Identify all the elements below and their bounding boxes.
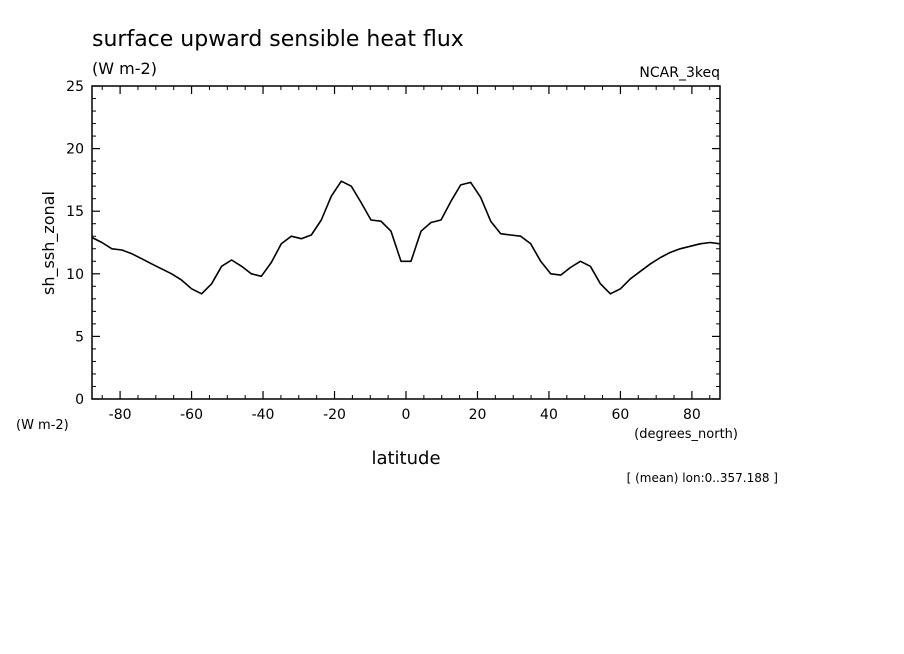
- x-tick-label: 20: [469, 407, 487, 423]
- x-tick-label: -60: [180, 407, 203, 423]
- x-axis-label: latitude: [371, 448, 440, 469]
- y-axis-units: (W m-2): [16, 418, 69, 433]
- y-axis-label: sh_ssh_zonal: [39, 191, 59, 295]
- minor-ticks: [92, 86, 720, 399]
- x-tick-label: -40: [252, 407, 275, 423]
- x-tick-label: -80: [109, 407, 132, 423]
- series-line: [91, 180, 721, 295]
- y-tick-label: 0: [75, 392, 84, 408]
- averaging-note: [ (mean) lon:0..357.188 ]: [627, 471, 778, 485]
- x-tick-label: 60: [612, 407, 630, 423]
- x-axis-units: (degrees_north): [634, 427, 738, 442]
- x-tick-label: 0: [402, 407, 411, 423]
- model-label: NCAR_3keq: [639, 65, 720, 81]
- y-tick-label: 10: [66, 267, 84, 283]
- y-tick-label: 25: [66, 79, 84, 95]
- x-tick-label: 80: [683, 407, 701, 423]
- chart-units: (W m-2): [92, 59, 157, 78]
- x-axis-ticks: -80 -60 -40 -20 0 20 40 60 80: [109, 86, 701, 423]
- chart-title: surface upward sensible heat flux: [92, 27, 464, 52]
- x-tick-label: 40: [540, 407, 558, 423]
- y-tick-label: 20: [66, 142, 84, 158]
- x-tick-label: -20: [323, 407, 346, 423]
- plot-frame: [91, 85, 721, 400]
- y-tick-label: 15: [66, 204, 84, 220]
- y-tick-label: 5: [75, 329, 84, 345]
- y-axis-ticks: 0 5 10 15 20 25: [66, 79, 720, 408]
